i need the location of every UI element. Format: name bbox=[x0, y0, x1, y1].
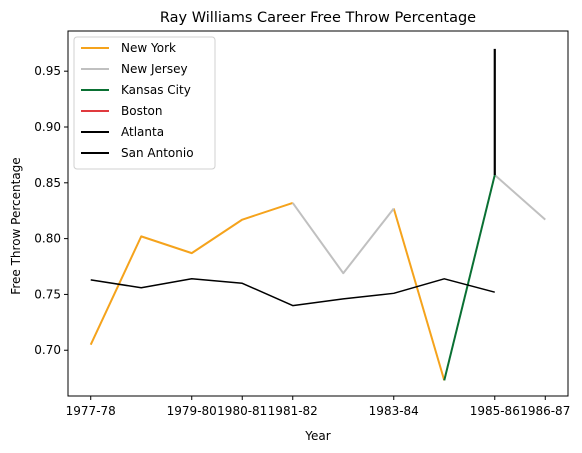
legend-label-atlanta: Atlanta bbox=[121, 125, 164, 139]
y-tick-label: 0.75 bbox=[34, 287, 61, 301]
series-line-kansas-city bbox=[444, 175, 495, 380]
series-line-new-york bbox=[394, 208, 445, 380]
series-line-new-jersey bbox=[293, 203, 394, 273]
x-axis-title: Year bbox=[304, 429, 330, 443]
x-tick-label: 1980-81 bbox=[217, 404, 267, 418]
y-tick-label: 0.80 bbox=[34, 232, 61, 246]
legend: New York New Jersey Kansas City Boston Atlan… bbox=[74, 37, 215, 169]
legend-label-new-jersey: New Jersey bbox=[121, 62, 188, 76]
series-line-new-jersey bbox=[495, 175, 546, 220]
legend-label-san-antonio: San Antonio bbox=[121, 146, 194, 160]
x-tick-label: 1985-86 bbox=[470, 404, 520, 418]
y-tick-label: 0.95 bbox=[34, 64, 61, 78]
y-tick-label: 0.90 bbox=[34, 120, 61, 134]
series-line-new-york bbox=[91, 203, 293, 345]
x-tick-label: 1983-84 bbox=[369, 404, 419, 418]
y-tick-label: 0.85 bbox=[34, 176, 61, 190]
legend-label-new-york: New York bbox=[121, 41, 176, 55]
x-tick-label: 1986-87 bbox=[520, 404, 570, 418]
y-tick-label: 0.70 bbox=[34, 343, 61, 357]
y-axis-title: Free Throw Percentage bbox=[9, 157, 23, 294]
chart-title: Ray Williams Career Free Throw Percentag… bbox=[160, 10, 476, 26]
x-tick-label: 1981-82 bbox=[268, 404, 318, 418]
x-tick-label: 1977-78 bbox=[66, 404, 116, 418]
legend-label-kansas-city: Kansas City bbox=[121, 83, 191, 97]
series-line-league-average bbox=[91, 279, 495, 306]
legend-label-boston: Boston bbox=[121, 104, 162, 118]
x-tick-label: 1979-80 bbox=[167, 404, 217, 418]
